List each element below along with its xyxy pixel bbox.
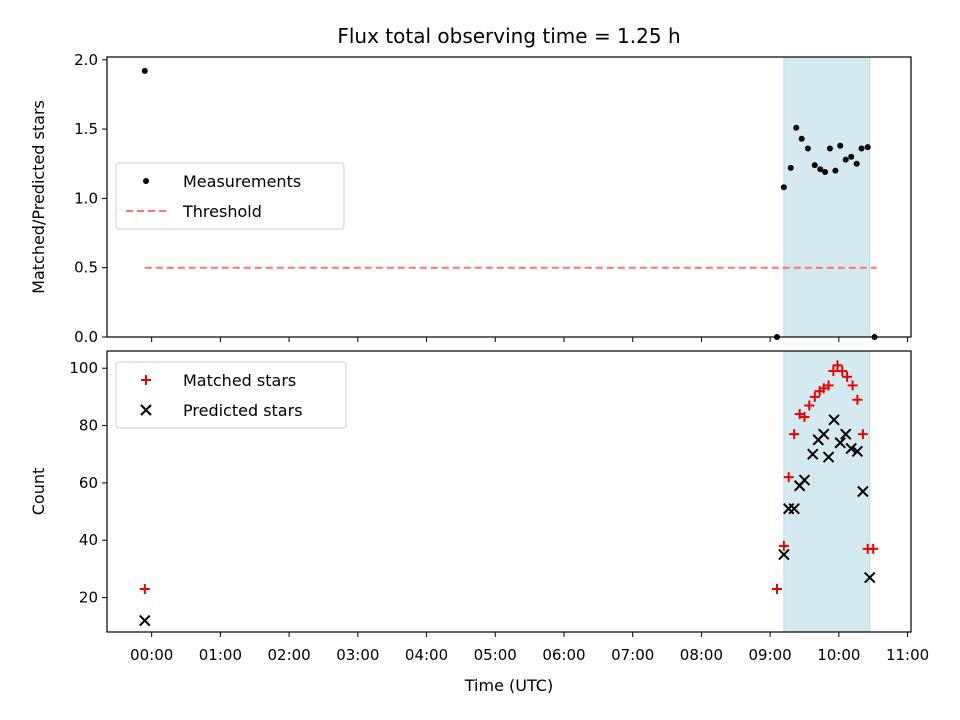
y-tick-label: 60 xyxy=(79,474,98,492)
predicted-star-point xyxy=(828,414,840,426)
y-axis-label: Matched/Predicted stars xyxy=(29,100,48,294)
x-tick-label: 11:00 xyxy=(886,646,929,664)
measurement-point xyxy=(780,184,787,191)
predicted-star-point xyxy=(778,548,790,561)
predicted-star-point xyxy=(807,448,819,460)
matched-star-point xyxy=(837,366,848,377)
legend: Measurements Threshold xyxy=(115,162,345,230)
measurement-point xyxy=(837,142,844,149)
legend-predicted-marker xyxy=(140,404,152,416)
matched-star-point xyxy=(804,400,815,411)
predicted-star-point xyxy=(818,428,830,440)
matched-star-point xyxy=(772,583,782,594)
legend-matched-marker xyxy=(141,375,151,385)
y-tick-label: 1.0 xyxy=(74,189,98,207)
matched-star-point xyxy=(799,411,810,422)
predicted-star-point xyxy=(834,437,846,449)
measurement-point xyxy=(141,67,148,74)
predicted-star-point xyxy=(840,428,852,440)
x-tick-label: 10:00 xyxy=(817,646,860,664)
measurement-point xyxy=(864,144,871,151)
matched-star-point xyxy=(842,371,853,382)
legend-label: Threshold xyxy=(182,202,262,221)
x-tick-label: 04:00 xyxy=(405,646,448,664)
measurement-point xyxy=(798,135,805,142)
measurement-point xyxy=(858,145,865,152)
x-tick-label: 08:00 xyxy=(680,646,723,664)
x-tick-label: 03:00 xyxy=(336,646,379,664)
x-tick-label: 06:00 xyxy=(542,646,585,664)
y-tick-label: 0.5 xyxy=(74,259,98,277)
y-tick-label: 20 xyxy=(79,589,98,607)
legend-label: Matched stars xyxy=(183,371,296,390)
y-axis-label: Count xyxy=(29,468,48,516)
matched-star-point xyxy=(847,380,858,391)
measurement-point xyxy=(793,124,800,131)
predicted-star-point xyxy=(857,485,869,498)
matched-star-point xyxy=(823,380,834,391)
x-axis-label: Time (UTC) xyxy=(464,676,553,695)
chart-title: Flux total observing time = 1.25 h xyxy=(337,24,680,48)
measurement-point xyxy=(822,169,829,176)
x-tick-label: 01:00 xyxy=(199,646,242,664)
x-tick-label: 09:00 xyxy=(749,646,792,664)
matched-star-point xyxy=(832,360,843,371)
x-tick-label: 05:00 xyxy=(474,646,517,664)
x-tick-label: 02:00 xyxy=(267,646,310,664)
matched-star-point xyxy=(868,543,879,554)
measurement-point xyxy=(832,167,839,174)
predicted-star-point xyxy=(851,445,864,458)
matched-star-point xyxy=(857,429,868,440)
measurement-point xyxy=(817,166,824,173)
x-tick-label: 07:00 xyxy=(611,646,654,664)
predicted-star-point xyxy=(788,502,800,515)
predicted-star-point xyxy=(139,614,151,627)
matched-star-point xyxy=(828,366,839,377)
count-panel: 20 40 60 80 100 00:00 01:00 02:00 03:00 04:00 05:0… xyxy=(29,350,929,664)
legend-measurement-marker xyxy=(143,178,149,184)
matched-star-point xyxy=(783,472,794,483)
measurement-point xyxy=(804,145,811,152)
predicted-star-point xyxy=(845,442,857,455)
matched-star-point xyxy=(789,429,800,440)
plot-frame xyxy=(106,56,912,338)
predicted-star-point xyxy=(798,474,811,486)
matched-star-point xyxy=(809,391,820,402)
y-tick-label: 2.0 xyxy=(74,51,98,69)
measurement-point xyxy=(811,162,818,169)
y-tick-label: 100 xyxy=(69,359,98,377)
plot-frame xyxy=(106,350,912,633)
legend: Matched stars Predicted stars xyxy=(115,361,347,429)
y-tick-label: 1.5 xyxy=(74,120,98,138)
matched-star-point xyxy=(852,394,863,405)
ratio-panel: 0.0 0.5 1.0 1.5 2.0 Matched/Predicted stars Me… xyxy=(29,51,912,346)
y-tick-label: 0.0 xyxy=(74,328,98,346)
x-tick-label: 00:00 xyxy=(130,646,173,664)
predicted-star-point xyxy=(864,571,876,584)
measurement-point xyxy=(842,156,849,163)
measurement-point xyxy=(826,145,833,152)
measurement-point xyxy=(848,153,855,160)
measurement-point xyxy=(853,160,860,167)
legend-label: Measurements xyxy=(183,172,301,191)
legend-label: Predicted stars xyxy=(183,401,303,420)
measurement-point xyxy=(787,164,794,171)
predicted-star-point xyxy=(822,451,835,463)
y-tick-label: 80 xyxy=(79,417,98,435)
legend-frame xyxy=(115,361,347,429)
matched-star-point xyxy=(139,583,150,594)
y-tick-label: 40 xyxy=(79,531,98,549)
legend-frame xyxy=(115,162,345,230)
observing-window xyxy=(783,350,871,633)
matched-star-point xyxy=(778,540,789,551)
observing-window xyxy=(783,56,871,338)
